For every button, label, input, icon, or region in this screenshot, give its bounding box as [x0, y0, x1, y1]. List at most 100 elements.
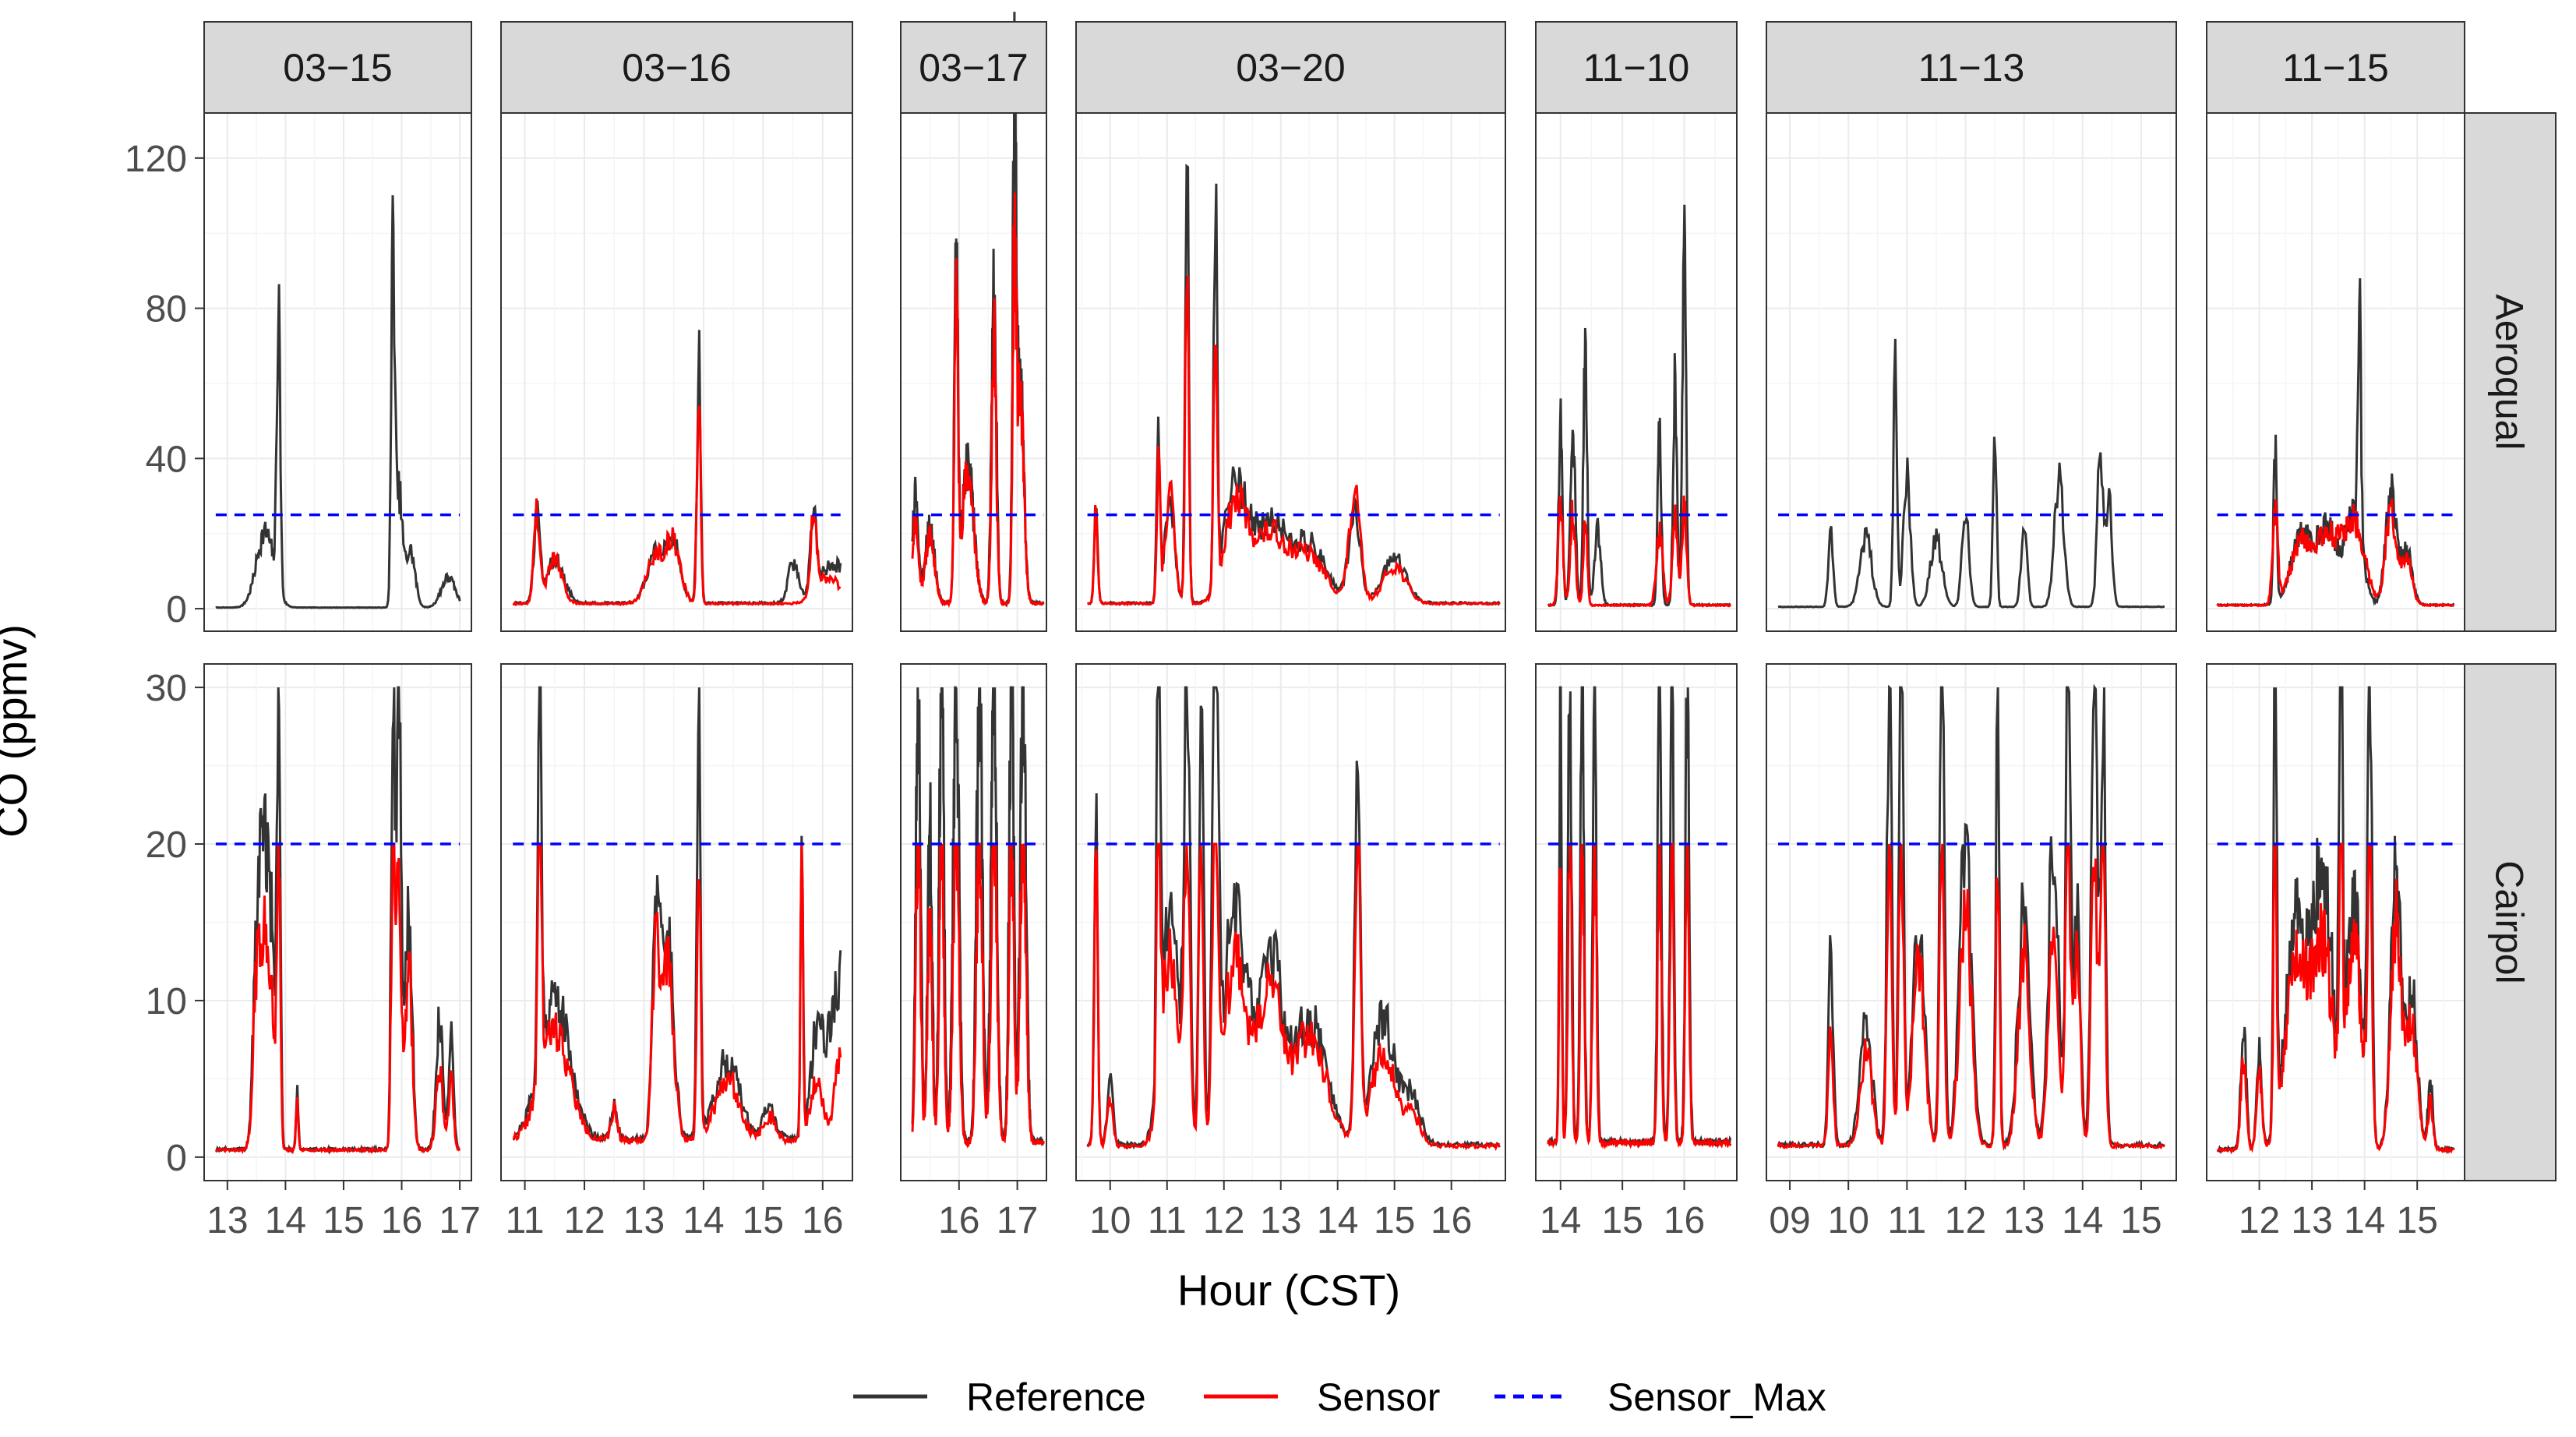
column-strips: 03−15 03−16 03−17 03−20 11−10 11−13 11−15	[203, 21, 2465, 114]
x-tick-label: 17	[439, 1200, 480, 1241]
x-tick-label: 16	[381, 1200, 422, 1241]
legend-sensor-max-label: Sensor_Max	[1607, 1375, 1826, 1419]
y-tick-label: 20	[146, 824, 187, 866]
x-tick-label: 14	[2062, 1200, 2103, 1241]
y-tick-label: 0	[166, 589, 187, 630]
y-tick-label: 120	[125, 139, 187, 180]
x-tick-label: 12	[2239, 1200, 2280, 1241]
panel-background	[2207, 113, 2465, 631]
x-tick-label: 11	[1887, 1200, 1926, 1241]
x-tick-label: 13	[2003, 1200, 2045, 1241]
facet-panel	[1766, 112, 2177, 632]
reference-line	[1777, 338, 2165, 609]
x-tick-label: 14	[1540, 1200, 1581, 1241]
panel-border	[500, 663, 853, 1181]
x-tick-label: 13	[2291, 1200, 2332, 1241]
x-tick-label: 12	[1945, 1200, 1986, 1241]
facet-panel	[1766, 663, 2177, 1181]
y-tick-label: 30	[146, 668, 187, 709]
column-strip	[203, 21, 472, 114]
facet-panels	[203, 12, 2465, 1181]
y-tick-label: 0	[166, 1138, 187, 1179]
x-tick-label: 14	[683, 1200, 724, 1241]
facet-panel	[1535, 112, 1738, 632]
x-tick-label: 16	[802, 1200, 843, 1241]
x-tick-label: 13	[206, 1200, 248, 1241]
sensor-line	[1087, 275, 1501, 607]
row-strip-label: Aeroqual	[2488, 294, 2532, 450]
facet-panel	[1075, 663, 1506, 1181]
x-tick-label: 12	[563, 1200, 605, 1241]
x-tick-label: 16	[1664, 1200, 1705, 1241]
row-strip-label: Cairpol	[2488, 860, 2532, 983]
legend: Reference Sensor Sensor_Max	[853, 1375, 1826, 1419]
sensor-line	[911, 192, 1044, 609]
legend-sensor-label: Sensor	[1317, 1375, 1440, 1419]
x-tick-label: 14	[265, 1200, 306, 1241]
panel-background	[1536, 113, 1737, 631]
sensor-line	[1547, 842, 1732, 1150]
y-tick-label: 10	[146, 981, 187, 1022]
x-axis-tick-labels: 13 14 15 16 17 11 12 13 14 15 16 16 17 10 11 12 13 14 15 16…	[206, 1181, 2438, 1241]
column-strip	[900, 21, 1047, 114]
panel-border	[1535, 663, 1738, 1181]
panel-background	[901, 113, 1046, 631]
column-strip-label: 03−20	[1236, 46, 1345, 90]
x-tick-label: 15	[2397, 1200, 2438, 1241]
reference-line	[215, 195, 461, 609]
y-axis-title: CO (ppmv)	[0, 624, 36, 838]
column-strip	[2206, 21, 2465, 114]
x-tick-label: 16	[938, 1200, 979, 1241]
panel-background	[1766, 113, 2176, 631]
facet-panel	[1535, 663, 1738, 1181]
legend-reference-label: Reference	[966, 1375, 1146, 1419]
column-strip-label: 11−10	[1583, 46, 1690, 90]
column-strip-label: 11−13	[1918, 46, 2025, 90]
column-strip-label: 03−17	[919, 46, 1028, 90]
column-strip-label: 03−15	[283, 46, 392, 90]
panel-border	[1075, 663, 1506, 1181]
sensor-line	[215, 842, 461, 1155]
x-tick-label: 11	[1148, 1200, 1187, 1241]
x-tick-label: 10	[1828, 1200, 1869, 1241]
sensor-line	[512, 405, 842, 607]
y-tick-label: 40	[146, 439, 187, 480]
x-tick-label: 12	[1203, 1200, 1244, 1241]
x-tick-label: 11	[506, 1200, 545, 1241]
sensor-line	[1547, 495, 1731, 609]
x-tick-label: 15	[2120, 1200, 2161, 1241]
facet-panel	[2206, 663, 2465, 1181]
column-strip	[1766, 21, 2177, 114]
sensor-line	[1086, 842, 1501, 1152]
y-tick-label: 80	[146, 289, 187, 330]
x-tick-label: 15	[743, 1200, 784, 1241]
x-axis-title: Hour (CST)	[1177, 1266, 1400, 1315]
x-tick-label: 15	[1601, 1200, 1643, 1241]
x-tick-label: 15	[1374, 1200, 1415, 1241]
panel-border	[1766, 663, 2177, 1181]
column-strip	[1535, 21, 1738, 114]
x-tick-label: 16	[1431, 1200, 1472, 1241]
facet-panel	[900, 12, 1047, 632]
x-tick-label: 09	[1769, 1200, 1810, 1241]
row-strip	[2464, 112, 2557, 632]
x-tick-label: 14	[1317, 1200, 1358, 1241]
column-strip-label: 11−15	[2282, 46, 2389, 90]
x-tick-label: 14	[2344, 1200, 2385, 1241]
panel-border	[203, 663, 472, 1181]
panel-border	[900, 663, 1047, 1181]
sensor-line	[2217, 842, 2454, 1155]
row-strip	[2464, 663, 2557, 1181]
facet-panel	[1075, 112, 1506, 632]
facet-panel	[500, 663, 853, 1181]
x-tick-label: 15	[323, 1200, 364, 1241]
x-tick-label: 17	[997, 1200, 1038, 1241]
sensor-line	[512, 842, 842, 1146]
sensor-line	[1777, 843, 2165, 1152]
facet-panel	[203, 112, 472, 632]
column-strip	[1075, 21, 1506, 114]
x-tick-label: 13	[623, 1200, 665, 1241]
x-tick-label: 10	[1089, 1200, 1131, 1241]
column-strip	[500, 21, 853, 114]
facet-panel	[203, 663, 472, 1181]
